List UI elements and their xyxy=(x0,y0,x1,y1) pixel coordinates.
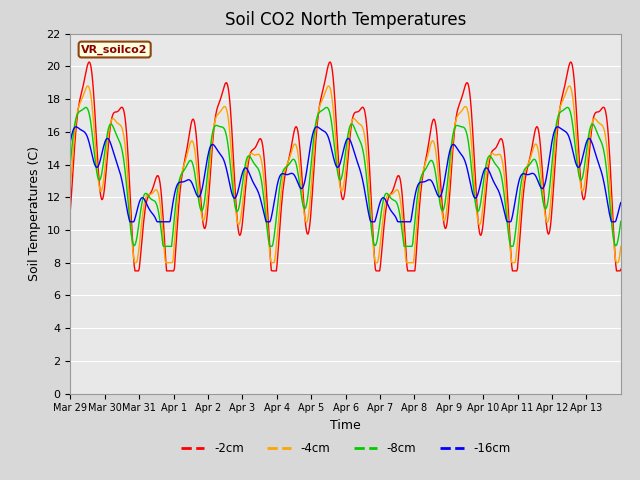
-2cm xyxy=(282,169,289,175)
-4cm xyxy=(67,184,74,190)
-8cm xyxy=(323,105,330,110)
-16cm xyxy=(126,219,134,225)
-16cm xyxy=(67,139,74,144)
-4cm xyxy=(435,175,442,181)
-2cm xyxy=(132,268,140,274)
-8cm xyxy=(435,192,442,197)
-4cm xyxy=(281,167,289,173)
Text: VR_soilco2: VR_soilco2 xyxy=(81,44,148,55)
-8cm xyxy=(281,165,289,171)
-16cm xyxy=(233,192,241,198)
-8cm xyxy=(404,243,412,249)
Line: -16cm: -16cm xyxy=(70,127,621,222)
Line: -2cm: -2cm xyxy=(70,62,621,271)
Line: -4cm: -4cm xyxy=(70,86,621,263)
-4cm xyxy=(260,180,268,185)
-2cm xyxy=(131,268,139,274)
-8cm xyxy=(160,243,168,249)
-4cm xyxy=(131,260,139,265)
-8cm xyxy=(617,218,625,224)
Legend: -2cm, -4cm, -8cm, -16cm: -2cm, -4cm, -8cm, -16cm xyxy=(176,437,515,460)
-16cm xyxy=(281,171,289,177)
-2cm xyxy=(617,266,625,272)
-2cm xyxy=(404,268,412,274)
-16cm xyxy=(434,192,442,198)
-16cm xyxy=(403,219,411,225)
-4cm xyxy=(617,243,625,249)
-2cm xyxy=(85,59,93,65)
-16cm xyxy=(132,213,140,219)
-2cm xyxy=(261,164,269,170)
X-axis label: Time: Time xyxy=(330,419,361,432)
Title: Soil CO2 North Temperatures: Soil CO2 North Temperatures xyxy=(225,11,467,29)
-2cm xyxy=(234,222,241,228)
-8cm xyxy=(233,208,241,214)
Line: -8cm: -8cm xyxy=(70,108,621,246)
-8cm xyxy=(260,199,268,204)
-4cm xyxy=(325,83,333,89)
-16cm xyxy=(260,212,268,217)
-2cm xyxy=(67,206,74,212)
-4cm xyxy=(132,260,140,265)
Y-axis label: Soil Temperatures (C): Soil Temperatures (C) xyxy=(28,146,41,281)
-8cm xyxy=(67,160,74,166)
-16cm xyxy=(554,124,561,130)
-4cm xyxy=(404,260,412,265)
-2cm xyxy=(435,151,442,157)
-4cm xyxy=(233,216,241,222)
-8cm xyxy=(131,242,139,248)
-16cm xyxy=(617,200,625,205)
